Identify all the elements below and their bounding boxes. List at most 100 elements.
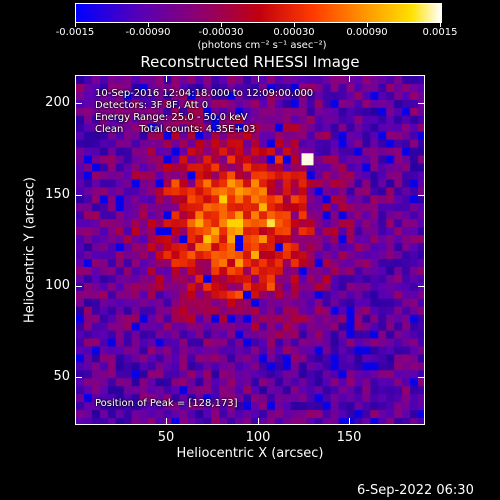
image-pixel bbox=[123, 211, 133, 220]
image-pixel bbox=[362, 211, 371, 220]
image-pixel bbox=[187, 251, 196, 260]
image-pixel bbox=[107, 235, 117, 244]
y-tick bbox=[76, 195, 82, 196]
image-pixel bbox=[76, 330, 85, 340]
image-pixel bbox=[314, 203, 324, 212]
image-pixel bbox=[418, 131, 424, 141]
image-pixel bbox=[235, 394, 244, 403]
image-pixel bbox=[139, 211, 149, 220]
image-pixel bbox=[266, 282, 276, 292]
image-pixel bbox=[99, 298, 109, 308]
image-pixel bbox=[370, 338, 379, 348]
image-pixel bbox=[147, 131, 157, 141]
image-pixel bbox=[187, 83, 196, 93]
image-pixel bbox=[338, 187, 348, 196]
image-pixel bbox=[394, 410, 403, 419]
image-pixel bbox=[410, 131, 419, 141]
image-pixel bbox=[99, 219, 109, 228]
image-pixel bbox=[203, 243, 212, 252]
image-pixel bbox=[187, 211, 196, 220]
image-pixel bbox=[362, 314, 371, 324]
image-pixel bbox=[402, 115, 411, 125]
image-pixel bbox=[76, 211, 85, 220]
image-pixel bbox=[282, 251, 292, 260]
image-pixel bbox=[266, 266, 276, 276]
image-pixel bbox=[314, 131, 324, 141]
image-pixel bbox=[251, 139, 260, 149]
image-pixel bbox=[386, 306, 395, 316]
image-pixel bbox=[211, 131, 220, 141]
image-pixel bbox=[195, 394, 204, 403]
image-pixel bbox=[211, 362, 220, 371]
image-pixel bbox=[362, 107, 371, 117]
image-pixel bbox=[378, 338, 387, 348]
colorbar-tick-label: 0.0015 bbox=[422, 27, 458, 38]
image-pixel bbox=[155, 219, 165, 228]
image-pixel bbox=[298, 139, 308, 149]
image-pixel bbox=[274, 338, 284, 348]
image-pixel bbox=[195, 83, 204, 93]
image-pixel bbox=[354, 330, 363, 340]
image-pixel bbox=[306, 410, 316, 419]
image-pixel bbox=[115, 251, 125, 260]
image-pixel bbox=[99, 179, 109, 188]
image-pixel bbox=[179, 282, 188, 292]
image-pixel bbox=[91, 378, 101, 387]
image-pixel bbox=[394, 258, 403, 268]
image-pixel bbox=[171, 354, 180, 363]
image-pixel bbox=[163, 282, 173, 292]
image-pixel bbox=[314, 258, 324, 268]
image-pixel bbox=[362, 298, 371, 308]
image-pixel bbox=[418, 322, 424, 332]
image-pixel bbox=[107, 91, 117, 101]
image-pixel bbox=[274, 314, 284, 324]
image-pixel bbox=[298, 163, 308, 173]
image-pixel bbox=[418, 123, 424, 133]
image-pixel bbox=[354, 76, 363, 85]
image-pixel bbox=[274, 123, 284, 133]
image-pixel bbox=[123, 203, 133, 212]
image-pixel bbox=[282, 346, 292, 355]
image-pixel bbox=[179, 235, 188, 244]
image-pixel bbox=[155, 195, 165, 204]
image-pixel bbox=[91, 203, 101, 212]
image-pixel bbox=[290, 235, 300, 244]
image-pixel bbox=[219, 354, 228, 363]
image-pixel bbox=[99, 99, 109, 109]
image-pixel bbox=[402, 83, 411, 93]
image-pixel bbox=[251, 123, 260, 133]
image-pixel bbox=[187, 322, 196, 332]
image-pixel bbox=[163, 274, 173, 284]
image-pixel bbox=[266, 243, 276, 252]
image-pixel bbox=[91, 123, 101, 133]
image-pixel bbox=[394, 362, 403, 371]
image-pixel bbox=[362, 386, 371, 395]
image-pixel bbox=[338, 211, 348, 220]
image-pixel bbox=[219, 203, 228, 212]
image-pixel bbox=[290, 322, 300, 332]
image-pixel bbox=[203, 346, 212, 355]
image-pixel bbox=[402, 330, 411, 340]
image-pixel bbox=[394, 243, 403, 252]
image-pixel bbox=[314, 362, 324, 371]
image-pixel bbox=[187, 306, 196, 316]
image-pixel bbox=[115, 306, 125, 316]
image-pixel bbox=[362, 171, 371, 180]
image-pixel bbox=[115, 354, 125, 363]
image-pixel bbox=[219, 386, 228, 395]
image-pixel bbox=[266, 418, 276, 424]
image-pixel bbox=[282, 274, 292, 284]
image-pixel bbox=[251, 195, 260, 204]
y-tick-label: 150 bbox=[45, 187, 70, 202]
image-pixel bbox=[203, 418, 212, 424]
image-pixel bbox=[76, 179, 85, 188]
image-pixel bbox=[91, 410, 101, 419]
image-pixel bbox=[219, 171, 228, 180]
image-pixel bbox=[394, 346, 403, 355]
image-pixel bbox=[410, 76, 419, 85]
image-pixel bbox=[362, 219, 371, 228]
image-pixel bbox=[203, 211, 212, 220]
image-pixel bbox=[163, 314, 173, 324]
image-pixel bbox=[386, 330, 395, 340]
image-pixel bbox=[282, 115, 292, 125]
